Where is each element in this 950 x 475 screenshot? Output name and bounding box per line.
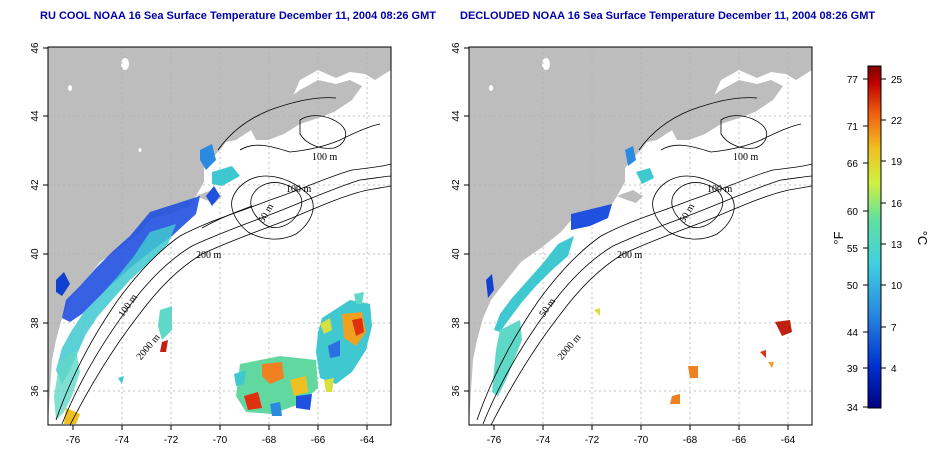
lon-tick-label: -66 [732, 435, 747, 446]
land-mass [48, 47, 391, 425]
map-panel-left: 100 m 100 m 50 m 200 m 100 m 2000 m -76 … [30, 42, 392, 446]
colorbar-ticks [863, 78, 886, 408]
lat-labels-right: 36 38 40 42 44 46 [451, 42, 462, 397]
lon-tick-label: -70 [213, 435, 228, 446]
contour-label: 200 m [617, 250, 643, 261]
fahrenheit-tick-label: 55 [847, 244, 859, 255]
lat-tick-label: 40 [30, 248, 41, 260]
lon-tick-label: -74 [115, 435, 130, 446]
fahrenheit-tick-label: 44 [847, 328, 859, 339]
lat-tick-label: 40 [451, 248, 462, 260]
celsius-tick-label: 22 [891, 116, 903, 127]
celsius-tick-label: 25 [891, 75, 903, 86]
lake [68, 85, 72, 91]
lake [542, 58, 550, 70]
fahrenheit-tick-label: 34 [847, 403, 859, 414]
bathymetry-contours-right [476, 97, 812, 425]
lon-tick-label: -76 [487, 435, 502, 446]
contour-label: 100 m [707, 184, 733, 195]
celsius-tick-label: 13 [891, 240, 903, 251]
lon-tick-label: -64 [360, 435, 375, 446]
panel-title-right: DECLOUDED NOAA 16 Sea Surface Temperatur… [460, 10, 876, 22]
lake [138, 148, 142, 152]
bathymetry-contours-left [55, 97, 391, 425]
axis-ticks-left [43, 47, 368, 430]
colorbar-gradient [867, 65, 882, 409]
contour-label: 200 m [196, 250, 222, 261]
lat-tick-label: 44 [451, 110, 462, 122]
lon-tick-label: -68 [262, 435, 277, 446]
lon-tick-label: -76 [66, 435, 81, 446]
land-mass [469, 47, 812, 425]
fahrenheit-tick-label: 77 [847, 75, 859, 86]
fahrenheit-tick-label: 60 [847, 207, 859, 218]
axis-ticks-right [464, 47, 789, 430]
fahrenheit-tick-label: 66 [847, 159, 859, 170]
lat-tick-label: 42 [451, 179, 462, 191]
lake [489, 85, 493, 91]
celsius-tick-label: 7 [891, 323, 897, 334]
fahrenheit-ticks: 77 71 66 60 55 50 44 39 34 [847, 75, 859, 414]
contour-label: 100 m [286, 184, 312, 195]
lat-tick-label: 44 [30, 110, 41, 122]
celsius-tick-label: 10 [891, 281, 903, 292]
fahrenheit-tick-label: 39 [847, 364, 859, 375]
celsius-tick-label: 19 [891, 157, 903, 168]
lat-tick-label: 38 [451, 317, 462, 329]
lon-labels-left: -76 -74 -72 -70 -68 -66 -64 [66, 435, 375, 446]
lat-tick-label: 46 [451, 42, 462, 54]
celsius-tick-label: 4 [891, 364, 897, 375]
contour-label: 100 m [733, 152, 759, 163]
lon-tick-label: -72 [164, 435, 179, 446]
fahrenheit-tick-label: 50 [847, 281, 859, 292]
lon-tick-label: -66 [311, 435, 326, 446]
lat-tick-label: 46 [30, 42, 41, 54]
celsius-ticks: 25 22 19 16 13 10 7 4 [891, 75, 903, 375]
colorbar: 77 71 66 60 55 50 44 39 34 25 22 19 16 1… [831, 65, 930, 414]
lon-tick-label: -74 [536, 435, 551, 446]
lat-tick-label: 42 [30, 179, 41, 191]
celsius-unit-label: °C [915, 231, 930, 246]
lon-tick-label: -64 [781, 435, 796, 446]
map-panel-right: 100 m 100 m 50 m 200 m 50 m 2000 m -76 -… [451, 42, 813, 446]
lat-tick-label: 38 [30, 317, 41, 329]
grid-lines [469, 47, 812, 425]
nova-scotia [250, 80, 362, 140]
sst-data-left [54, 144, 372, 424]
lon-tick-label: -68 [683, 435, 698, 446]
contour-label: 100 m [312, 152, 338, 163]
celsius-tick-label: 16 [891, 199, 903, 210]
nova-scotia [671, 80, 783, 140]
panel-title-left: RU COOL NOAA 16 Sea Surface Temperature … [40, 10, 436, 22]
fahrenheit-unit-label: °F [831, 231, 846, 244]
lat-labels-left: 36 38 40 42 44 46 [30, 42, 41, 397]
lat-tick-label: 36 [30, 385, 41, 397]
fahrenheit-tick-label: 71 [847, 122, 859, 133]
lon-tick-label: -70 [634, 435, 649, 446]
lon-labels-right: -76 -74 -72 -70 -68 -66 -64 [487, 435, 796, 446]
lon-tick-label: -72 [585, 435, 600, 446]
lake [121, 58, 129, 70]
cape-cod [617, 190, 643, 203]
lat-tick-label: 36 [451, 385, 462, 397]
